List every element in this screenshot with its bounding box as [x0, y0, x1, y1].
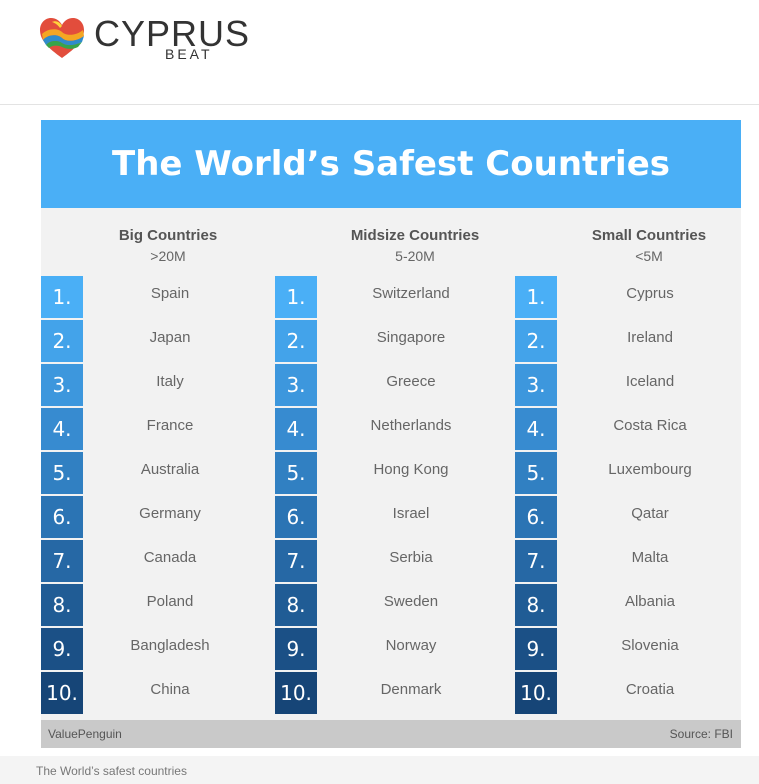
- small-country-name: Iceland: [625, 373, 675, 390]
- infographic-footer: ValuePenguin Source: FBI: [41, 720, 741, 748]
- small-country-name: Croatia: [625, 681, 675, 698]
- big-rank-badge: 5.: [41, 452, 83, 494]
- midsize-rank-badge: 4.: [275, 408, 317, 450]
- big-country-name: Japan: [149, 329, 191, 346]
- midsize-country-name: Singapore: [376, 329, 446, 346]
- big-country-name: Australia: [140, 461, 200, 478]
- small-country-name: Cyprus: [626, 285, 674, 302]
- midsize-country-name: Switzerland: [372, 285, 450, 302]
- image-caption: The World’s safest countries: [0, 756, 759, 784]
- midsize-country-name: Serbia: [389, 549, 433, 566]
- small-countries-population: <5M: [635, 248, 663, 264]
- big-rank-badge: 2.: [41, 320, 83, 362]
- midsize-rank-badge: 9.: [275, 628, 317, 670]
- midsize-country-name: Hong Kong: [373, 461, 449, 478]
- big-rank-badge: 4.: [41, 408, 83, 450]
- small-rank-badge: 9.: [515, 628, 557, 670]
- midsize-rank-badge: 6.: [275, 496, 317, 538]
- footer-credit: ValuePenguin: [48, 727, 122, 741]
- small-country-name: Malta: [631, 549, 669, 566]
- brand-subtitle: BEAT: [165, 46, 213, 62]
- small-countries-heading: Small Countries: [591, 227, 707, 244]
- midsize-country-name: Netherlands: [370, 417, 452, 434]
- small-rank-badge: 8.: [515, 584, 557, 626]
- big-countries-heading: Big Countries: [118, 227, 218, 244]
- midsize-rank-badge: 7.: [275, 540, 317, 582]
- small-rank-badge: 1.: [515, 276, 557, 318]
- infographic-image: The World’s Safest Countries Big Countri…: [41, 120, 741, 748]
- midsize-countries-population: 5-20M: [395, 248, 435, 264]
- infographic-title: The World’s Safest Countries: [112, 144, 670, 184]
- midsize-rank-badge: 10.: [275, 672, 317, 714]
- big-rank-badge: 10.: [41, 672, 83, 714]
- small-rank-badge: 4.: [515, 408, 557, 450]
- small-country-name: Ireland: [627, 329, 673, 346]
- big-country-name: Canada: [143, 549, 197, 566]
- big-country-name: Spain: [150, 285, 190, 302]
- big-rank-badge: 1.: [41, 276, 83, 318]
- big-country-name: France: [146, 417, 194, 434]
- big-rank-badge: 6.: [41, 496, 83, 538]
- midsize-country-name: Israel: [392, 505, 430, 522]
- brand-name[interactable]: CYPRUS: [94, 13, 251, 54]
- small-rank-badge: 3.: [515, 364, 557, 406]
- big-countries-population: >20M: [150, 248, 186, 264]
- small-rank-badge: 7.: [515, 540, 557, 582]
- small-country-name: Albania: [624, 593, 676, 610]
- caption-text: The World’s safest countries: [36, 764, 187, 778]
- big-country-name: Germany: [139, 505, 201, 522]
- site-header: CYPRUS BEAT: [0, 0, 759, 105]
- big-rank-badge: 9.: [41, 628, 83, 670]
- big-rank-badge: 8.: [41, 584, 83, 626]
- footer-source: Source: FBI: [669, 727, 733, 741]
- small-country-name: Luxembourg: [608, 461, 692, 478]
- big-country-name: Italy: [156, 373, 184, 390]
- midsize-rank-badge: 2.: [275, 320, 317, 362]
- midsize-rank-badge: 8.: [275, 584, 317, 626]
- midsize-country-name: Greece: [386, 373, 436, 390]
- midsize-countries-heading: Midsize Countries: [350, 227, 480, 244]
- infographic-banner: The World’s Safest Countries: [41, 120, 741, 208]
- big-country-name: Bangladesh: [130, 637, 210, 654]
- midsize-rank-badge: 3.: [275, 364, 317, 406]
- small-rank-badge: 2.: [515, 320, 557, 362]
- small-rank-badge: 5.: [515, 452, 557, 494]
- big-country-name: Poland: [146, 593, 194, 610]
- small-country-name: Qatar: [631, 505, 669, 522]
- big-country-name: China: [150, 681, 190, 698]
- midsize-rank-badge: 5.: [275, 452, 317, 494]
- big-rank-badge: 7.: [41, 540, 83, 582]
- cyprus-heart-logo-icon[interactable]: [38, 16, 86, 60]
- midsize-country-name: Norway: [385, 637, 437, 654]
- small-country-name: Costa Rica: [613, 417, 687, 434]
- midsize-country-name: Denmark: [380, 681, 442, 698]
- midsize-country-name: Sweden: [383, 593, 439, 610]
- small-rank-badge: 10.: [515, 672, 557, 714]
- midsize-rank-badge: 1.: [275, 276, 317, 318]
- small-rank-badge: 6.: [515, 496, 557, 538]
- small-country-name: Slovenia: [621, 637, 679, 654]
- big-rank-badge: 3.: [41, 364, 83, 406]
